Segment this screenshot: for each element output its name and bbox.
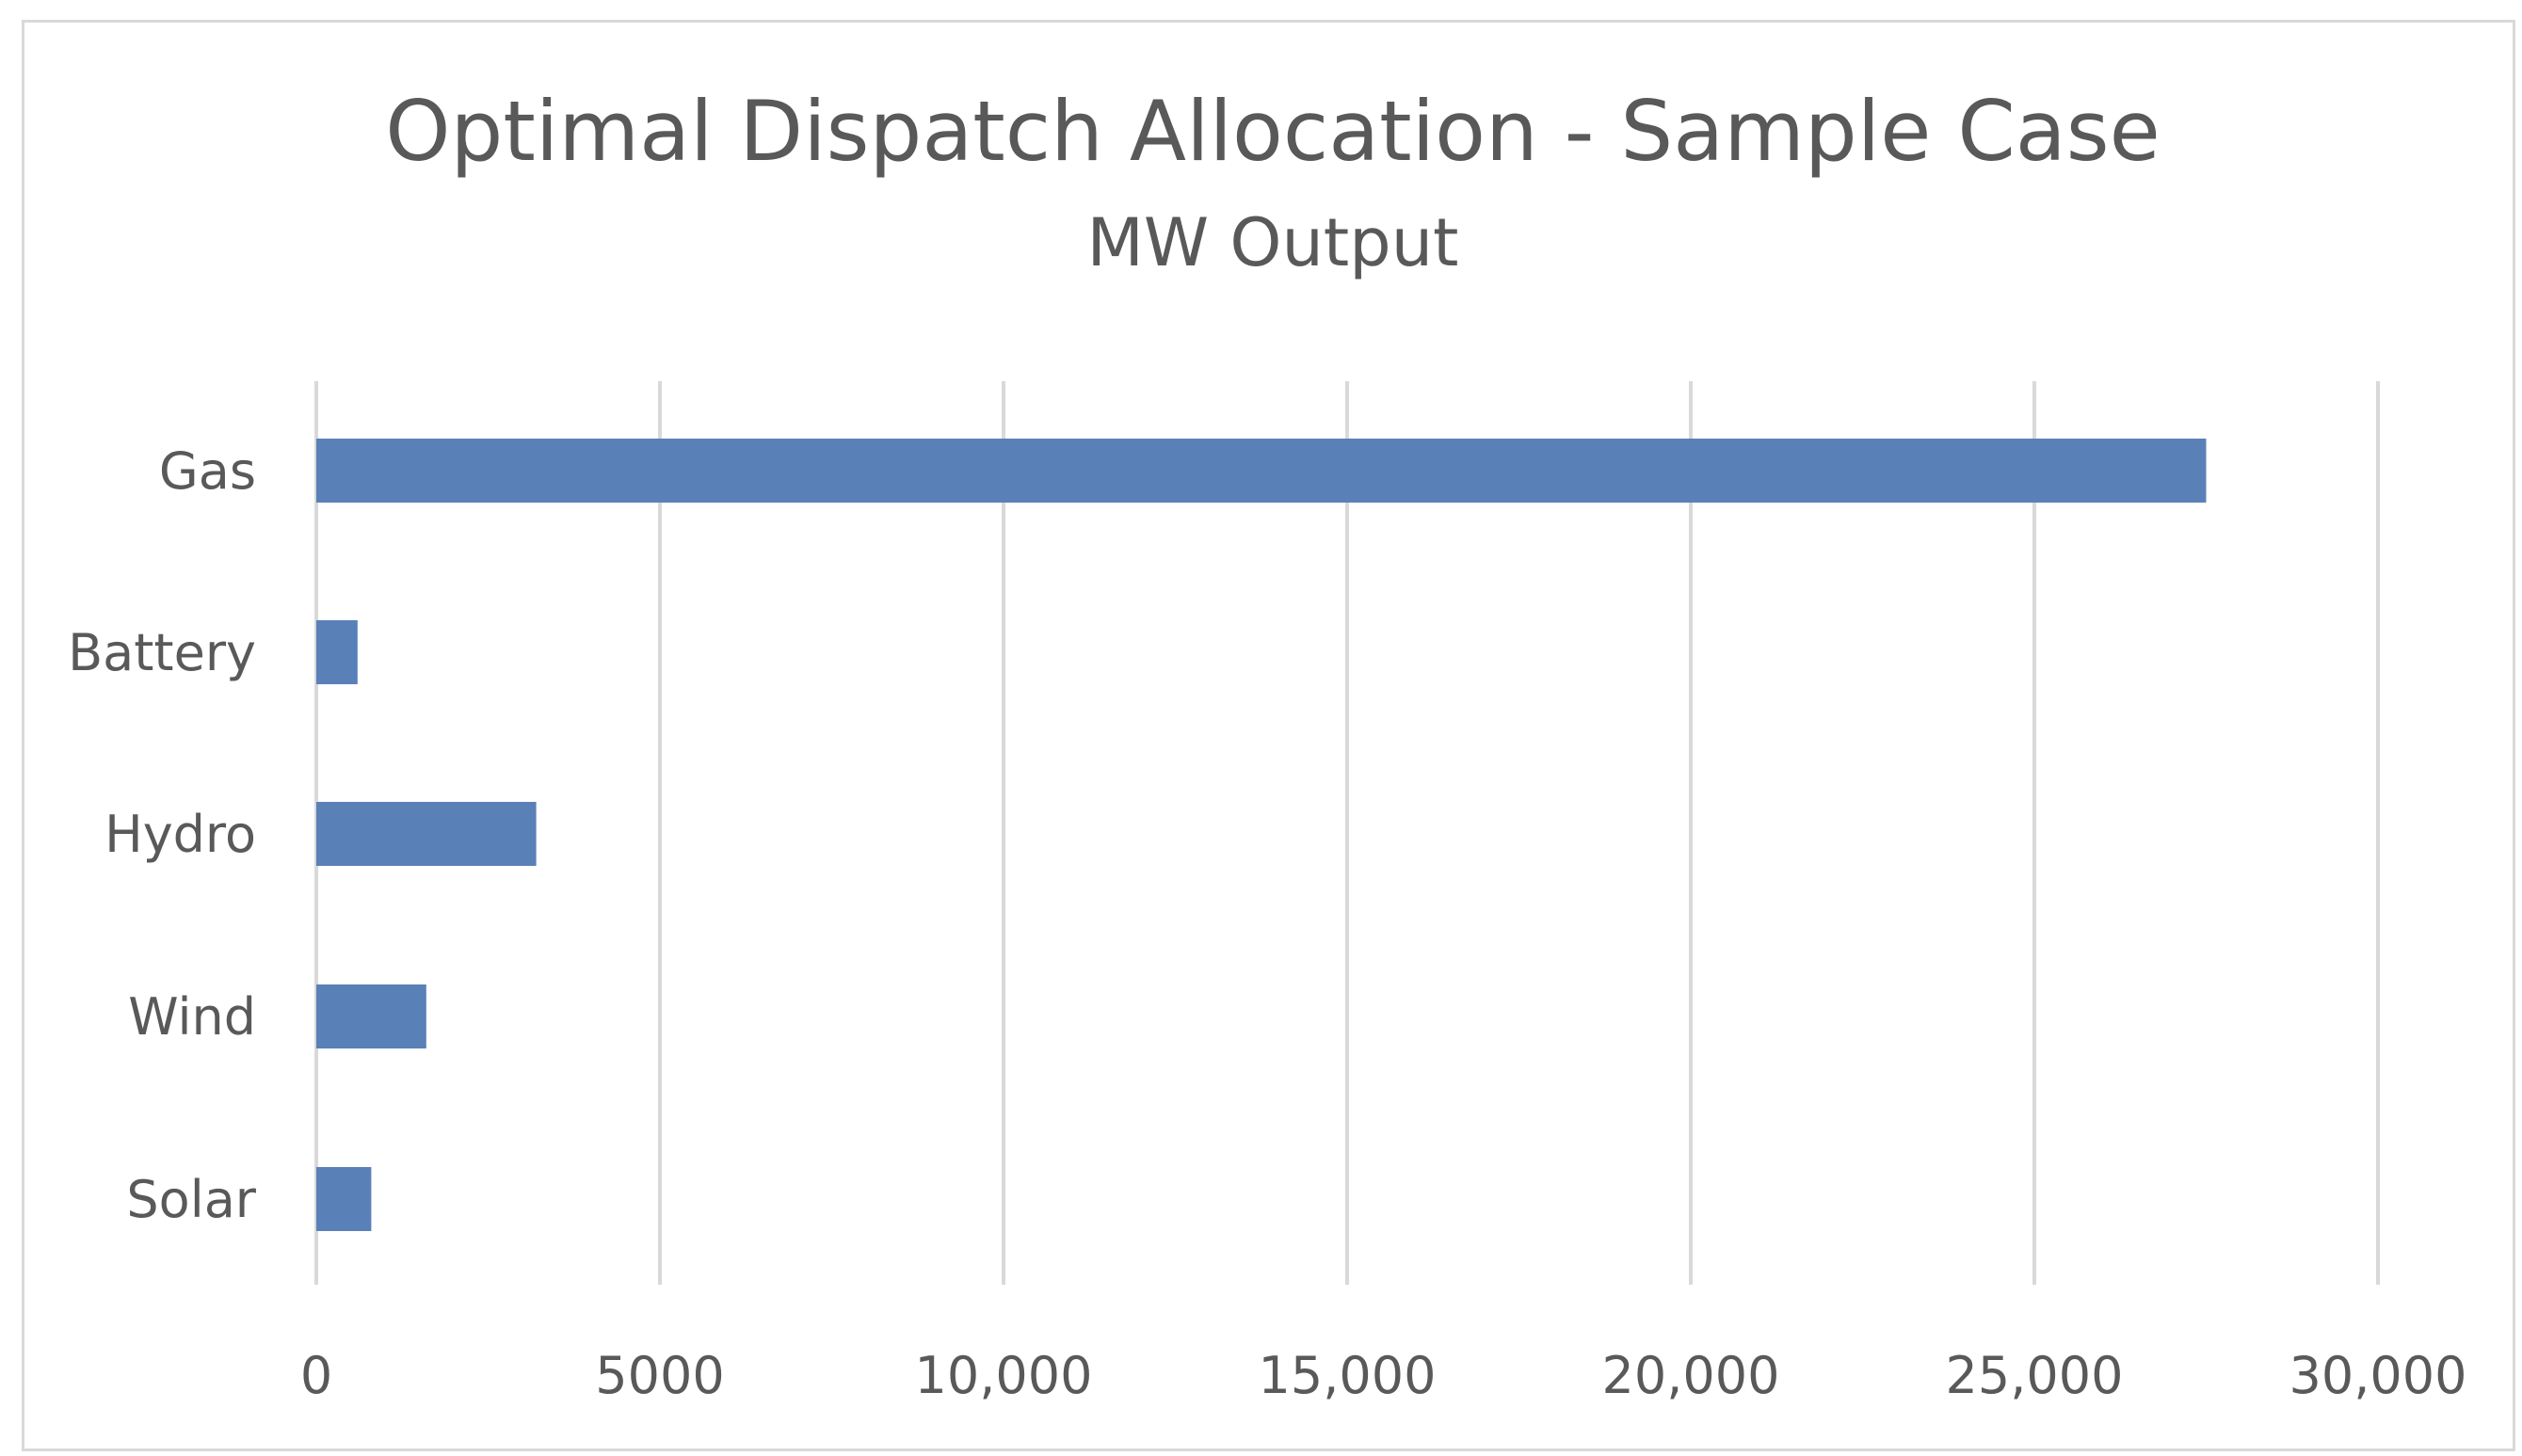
x-axis-tick-labels: 0 5000 10,000 15,000 20,000 25,000 30,000 xyxy=(300,1346,2467,1405)
category-label-battery: Battery xyxy=(68,623,256,682)
x-tick-label: 25,000 xyxy=(1946,1346,2124,1405)
x-tick-label: 10,000 xyxy=(915,1346,1093,1405)
category-labels: Gas Battery Hydro Wind Solar xyxy=(68,441,257,1229)
category-label-gas: Gas xyxy=(159,441,256,501)
x-tick-label: 30,000 xyxy=(2289,1346,2467,1405)
bar-wind xyxy=(316,984,426,1048)
x-tick-label: 15,000 xyxy=(1259,1346,1437,1405)
chart-subtitle: MW Output xyxy=(1086,204,1458,281)
chart-frame xyxy=(22,20,2515,1451)
category-label-hydro: Hydro xyxy=(104,805,256,864)
gridlines xyxy=(314,381,2380,1285)
bar-battery xyxy=(316,620,358,684)
bar-solar xyxy=(316,1167,372,1231)
x-tick-label: 20,000 xyxy=(1602,1346,1780,1405)
chart-title: Optimal Dispatch Allocation - Sample Cas… xyxy=(385,83,2160,180)
x-tick-label: 5000 xyxy=(595,1346,724,1405)
bars xyxy=(316,439,2207,1231)
bar-hydro xyxy=(316,802,537,866)
x-tick-label: 0 xyxy=(300,1346,332,1405)
category-label-solar: Solar xyxy=(126,1170,256,1229)
bar-gas xyxy=(316,439,2207,503)
category-label-wind: Wind xyxy=(128,987,256,1047)
